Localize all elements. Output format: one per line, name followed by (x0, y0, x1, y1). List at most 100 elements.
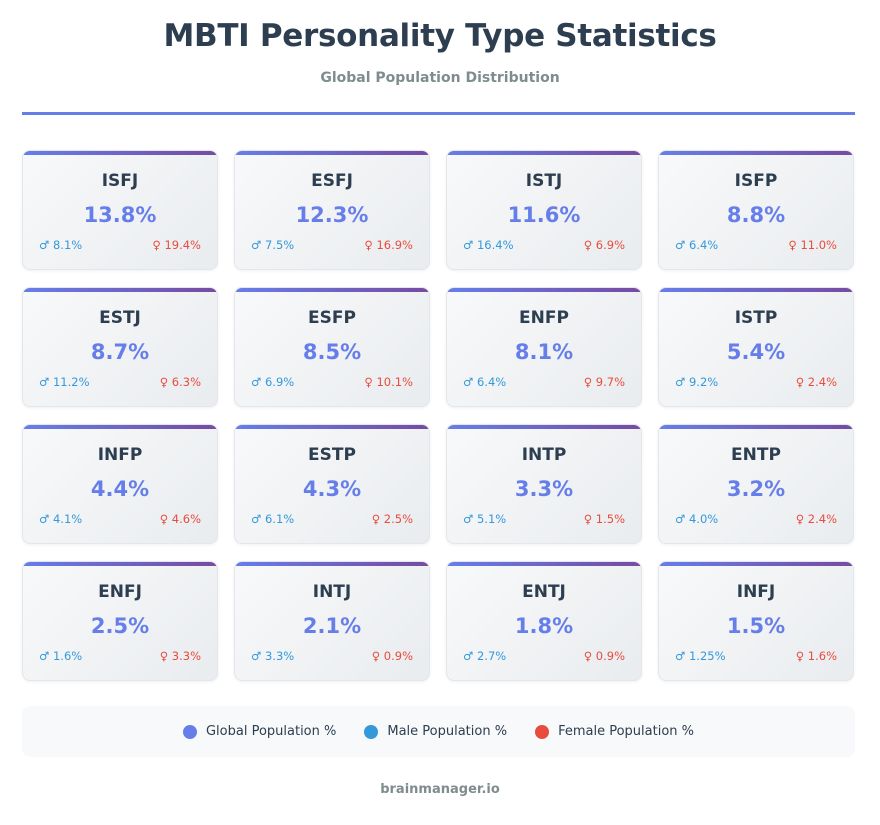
male-symbol-icon: ♂ (675, 238, 686, 252)
gender-stats: ♂ 1.6% ♀ 3.3% (39, 649, 201, 663)
global-percentage: 2.5% (90, 614, 150, 638)
female-symbol-icon: ♀ (159, 375, 169, 389)
female-percentage: ♀ 4.6% (160, 512, 201, 526)
female-percentage: ♀ 6.9% (584, 238, 625, 252)
page-subtitle: Global Population Distribution (320, 70, 560, 86)
header-divider (22, 112, 855, 115)
global-percentage: 3.3% (514, 477, 574, 501)
female-symbol-icon: ♀ (583, 512, 593, 526)
legend-swatch-icon (182, 724, 197, 739)
type-card-isfp: ISFP 8.8% ♂ 6.4% ♀ 11.0% (658, 150, 854, 270)
legend-item: Global Population % (182, 724, 336, 739)
female-value: 6.9% (595, 238, 625, 252)
male-percentage: ♂ 4.0% (675, 512, 718, 526)
type-card-enfp: ENFP 8.1% ♂ 6.4% ♀ 9.7% (446, 287, 642, 407)
male-symbol-icon: ♂ (39, 512, 50, 526)
female-value: 4.6% (171, 512, 201, 526)
female-symbol-icon: ♀ (364, 238, 373, 252)
male-percentage: ♂ 16.4% (463, 238, 514, 252)
type-label: ENTP (731, 445, 781, 465)
type-label: ENFJ (98, 582, 142, 602)
type-card-esfj: ESFJ 12.3% ♂ 7.5% ♀ 16.9% (234, 150, 430, 270)
male-symbol-icon: ♂ (463, 649, 474, 663)
type-card-entj: ENTJ 1.8% ♂ 2.7% ♀ 0.9% (446, 561, 642, 681)
legend-label: Male Population % (387, 724, 508, 739)
male-symbol-icon: ♂ (675, 512, 686, 526)
global-percentage: 3.2% (726, 477, 786, 501)
male-value: 4.0% (688, 512, 719, 526)
gender-stats: ♂ 8.1% ♀ 19.4% (39, 238, 201, 252)
gender-stats: ♂ 4.1% ♀ 4.6% (39, 512, 201, 526)
male-symbol-icon: ♂ (463, 238, 474, 252)
male-value: 6.4% (688, 238, 719, 252)
male-percentage: ♂ 9.2% (675, 375, 718, 389)
type-label: INFP (97, 445, 143, 465)
male-value: 7.5% (264, 238, 295, 252)
male-symbol-icon: ♂ (251, 512, 262, 526)
type-card-infp: INFP 4.4% ♂ 4.1% ♀ 4.6% (22, 424, 218, 544)
type-card-isfj: ISFJ 13.8% ♂ 8.1% ♀ 19.4% (22, 150, 218, 270)
global-percentage: 8.8% (726, 203, 786, 227)
legend: Global Population % Male Population % Fema… (22, 706, 855, 757)
male-value: 4.1% (52, 512, 83, 526)
card-accent-bar (235, 151, 429, 155)
female-symbol-icon: ♀ (583, 238, 593, 252)
male-symbol-icon: ♂ (251, 375, 262, 389)
female-symbol-icon: ♀ (795, 649, 805, 663)
female-symbol-icon: ♀ (371, 649, 381, 663)
type-label: INTP (521, 445, 567, 465)
male-percentage: ♂ 7.5% (251, 238, 294, 252)
female-percentage: ♀ 9.7% (584, 375, 625, 389)
male-symbol-icon: ♂ (463, 512, 474, 526)
type-label: ISFP (734, 171, 778, 191)
type-label: ISTJ (525, 171, 563, 191)
type-card-istp: ISTP 5.4% ♂ 9.2% ♀ 2.4% (658, 287, 854, 407)
male-percentage: ♂ 3.3% (251, 649, 294, 663)
male-value: 2.7% (476, 649, 507, 663)
female-symbol-icon: ♀ (364, 375, 373, 389)
legend-swatch-icon (535, 724, 550, 739)
global-percentage: 5.4% (726, 340, 786, 364)
male-percentage: ♂ 6.4% (675, 238, 718, 252)
type-label: ENTJ (522, 582, 566, 602)
gender-stats: ♂ 5.1% ♀ 1.5% (463, 512, 625, 526)
global-percentage: 8.5% (302, 340, 362, 364)
female-value: 19.4% (164, 238, 201, 252)
male-value: 1.25% (688, 649, 726, 663)
female-symbol-icon: ♀ (583, 649, 593, 663)
global-percentage: 2.1% (302, 614, 362, 638)
card-accent-bar (447, 288, 641, 292)
type-card-intj: INTJ 2.1% ♂ 3.3% ♀ 0.9% (234, 561, 430, 681)
type-card-grid: ISFJ 13.8% ♂ 8.1% ♀ 19.4% ESFJ 12.3% ♂ 7.5% ♀ 1… (22, 150, 855, 681)
male-value: 16.4% (476, 238, 514, 252)
male-value: 3.3% (264, 649, 295, 663)
female-percentage: ♀ 1.5% (584, 512, 625, 526)
male-percentage: ♂ 4.1% (39, 512, 82, 526)
male-percentage: ♂ 6.9% (251, 375, 294, 389)
male-symbol-icon: ♂ (39, 649, 50, 663)
female-value: 6.3% (171, 375, 201, 389)
card-accent-bar (23, 562, 217, 566)
male-value: 6.4% (476, 375, 507, 389)
male-symbol-icon: ♂ (39, 375, 50, 389)
female-percentage: ♀ 19.4% (152, 238, 201, 252)
card-accent-bar (23, 151, 217, 155)
male-symbol-icon: ♂ (463, 375, 474, 389)
global-percentage: 4.3% (302, 477, 362, 501)
male-percentage: ♂ 6.4% (463, 375, 506, 389)
male-symbol-icon: ♂ (39, 238, 50, 252)
gender-stats: ♂ 2.7% ♀ 0.9% (463, 649, 625, 663)
card-accent-bar (23, 425, 217, 429)
type-label: INTJ (312, 582, 352, 602)
male-symbol-icon: ♂ (251, 238, 262, 252)
male-value: 6.9% (264, 375, 295, 389)
type-card-esfp: ESFP 8.5% ♂ 6.9% ♀ 10.1% (234, 287, 430, 407)
male-percentage: ♂ 1.25% (675, 649, 726, 663)
female-value: 2.5% (383, 512, 413, 526)
global-percentage: 8.7% (90, 340, 150, 364)
female-percentage: ♀ 11.0% (788, 238, 837, 252)
female-symbol-icon: ♀ (795, 512, 805, 526)
female-value: 9.7% (595, 375, 625, 389)
female-value: 0.9% (383, 649, 413, 663)
type-card-estj: ESTJ 8.7% ♂ 11.2% ♀ 6.3% (22, 287, 218, 407)
